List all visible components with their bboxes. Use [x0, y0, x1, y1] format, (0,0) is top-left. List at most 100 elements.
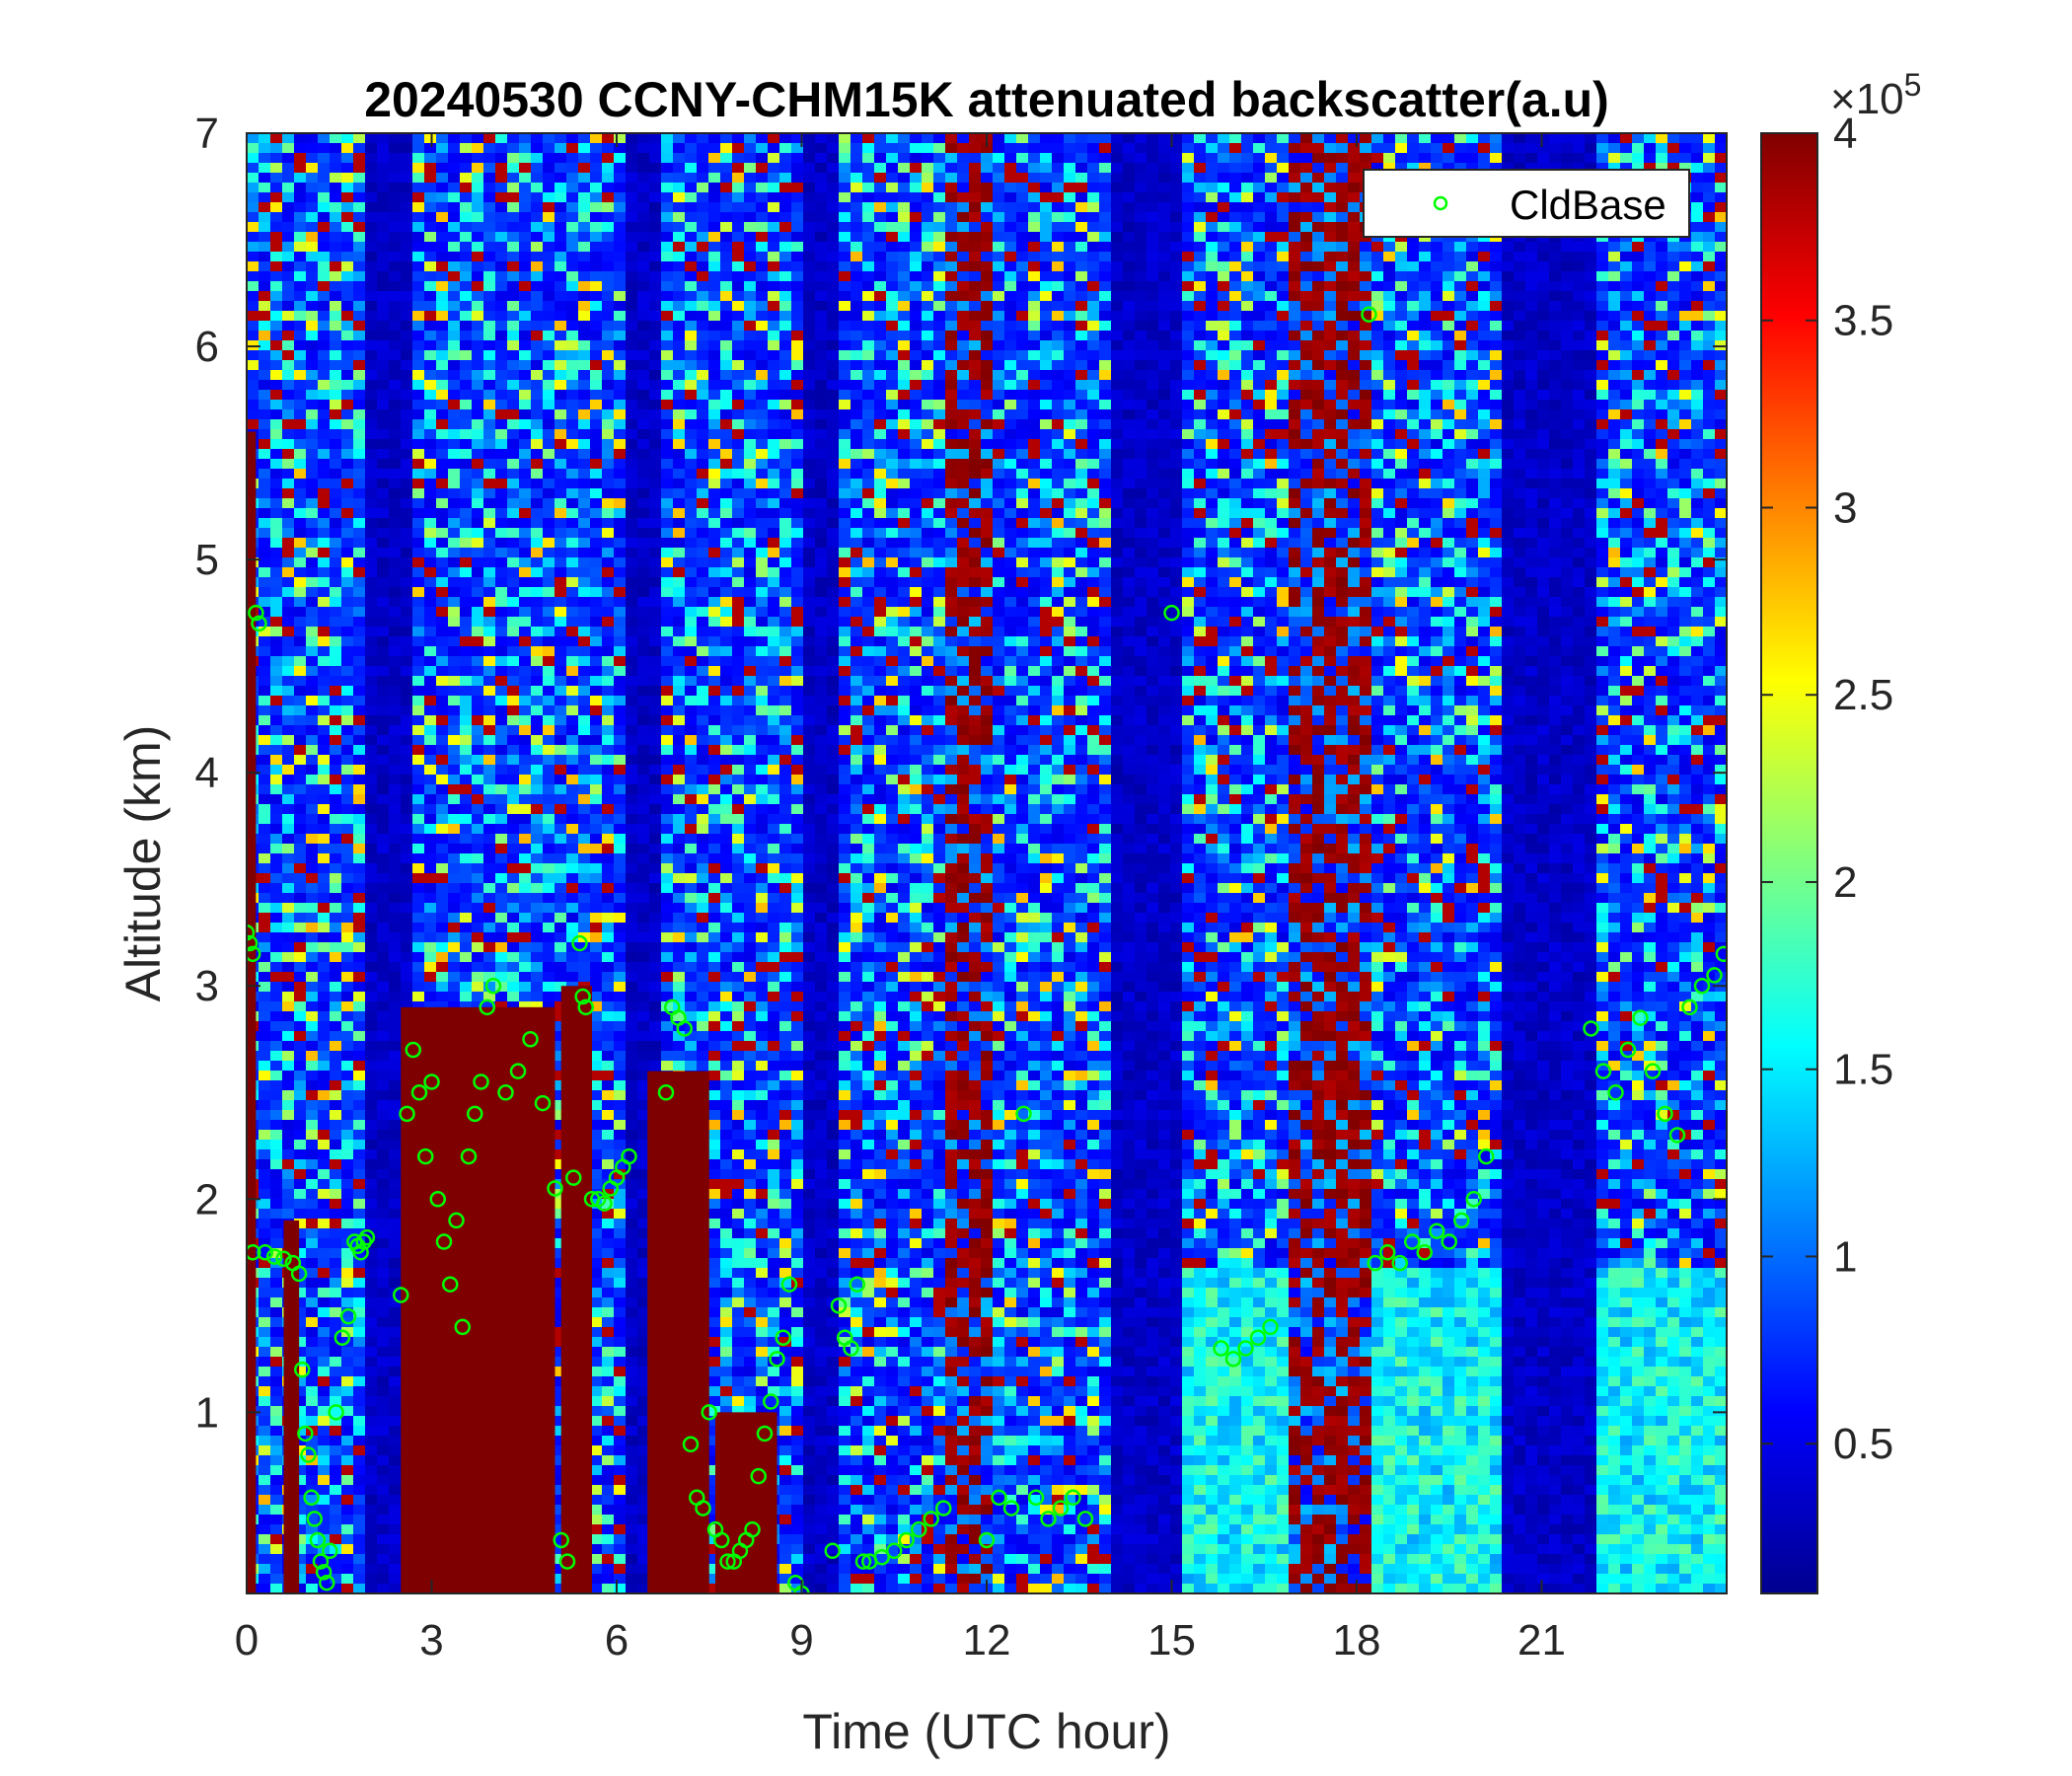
heatmap-cell	[365, 271, 377, 281]
heatmap-cell	[614, 1455, 626, 1465]
heatmap-cell	[637, 686, 649, 696]
heatmap-cell	[602, 1238, 614, 1248]
heatmap-cell	[590, 627, 602, 636]
heatmap-cell	[401, 715, 412, 725]
heatmap-cell	[401, 252, 412, 261]
heatmap-cell	[282, 518, 294, 528]
heatmap-cell	[566, 232, 578, 242]
heatmap-cell	[483, 222, 495, 232]
heatmap-cell	[495, 360, 507, 370]
heatmap-cell	[543, 932, 555, 942]
heatmap-cell	[590, 498, 602, 508]
heatmap-cell	[531, 163, 543, 173]
heatmap-cell	[483, 903, 495, 913]
heatmap-cell	[259, 1011, 270, 1021]
heatmap-cell	[637, 735, 649, 745]
heatmap-cell	[590, 814, 602, 824]
heatmap-cell	[353, 281, 365, 291]
heatmap-cell	[377, 400, 389, 409]
heatmap-cell	[614, 232, 626, 242]
heatmap-cell	[377, 1021, 389, 1031]
heatmap-cell	[318, 1080, 330, 1090]
heatmap-cell	[424, 143, 436, 153]
heatmap-cell	[412, 469, 424, 479]
heatmap-cell	[578, 439, 590, 449]
heatmap-cell	[412, 617, 424, 627]
heatmap-cell	[365, 1031, 377, 1041]
heatmap-cell	[247, 340, 259, 350]
heatmap-cell	[578, 725, 590, 735]
heatmap-cell	[543, 538, 555, 548]
heatmap-cell	[270, 291, 282, 301]
heatmap-cell	[270, 518, 282, 528]
heatmap-cell	[460, 735, 472, 745]
heatmap-cell	[377, 853, 389, 863]
heatmap-cell	[389, 1426, 401, 1436]
heatmap-cell	[270, 1386, 282, 1396]
heatmap-cell	[377, 498, 389, 508]
heatmap-cell	[637, 1120, 649, 1130]
heatmap-cell	[270, 735, 282, 745]
heatmap-cell	[495, 281, 507, 291]
heatmap-cell	[436, 923, 448, 932]
heatmap-cell	[460, 992, 472, 1001]
heatmap-cell	[318, 1011, 330, 1021]
heatmap-cell	[637, 587, 649, 597]
heatmap-cell	[377, 360, 389, 370]
heatmap-cell	[531, 745, 543, 755]
heatmap-cell	[555, 567, 566, 577]
heatmap-cell	[555, 528, 566, 538]
heatmap-cell	[341, 1475, 353, 1485]
heatmap-cell	[318, 577, 330, 587]
heatmap-cell	[483, 469, 495, 479]
heatmap-cell	[341, 350, 353, 360]
heatmap-cell	[495, 607, 507, 617]
heatmap-cell	[318, 271, 330, 281]
heatmap-cell	[318, 923, 330, 932]
heatmap-cell	[495, 696, 507, 705]
heatmap-cell	[637, 1189, 649, 1199]
heatmap-cell	[543, 479, 555, 488]
heatmap-cell	[590, 834, 602, 844]
heatmap-cell	[365, 232, 377, 242]
heatmap-cell	[294, 340, 306, 350]
heatmap-cell	[637, 962, 649, 972]
heatmap-cell	[436, 992, 448, 1001]
heatmap-cell	[306, 784, 318, 794]
heatmap-cell	[341, 479, 353, 488]
heatmap-cell	[270, 1495, 282, 1505]
heatmap-cell	[495, 794, 507, 804]
heatmap-cell	[259, 183, 270, 192]
heatmap-cell	[436, 212, 448, 222]
heatmap-cell	[460, 498, 472, 508]
heatmap-cell	[424, 567, 436, 577]
heatmap-cell	[389, 1031, 401, 1041]
heatmap-cell	[460, 765, 472, 775]
heatmap-cell	[531, 577, 543, 587]
heatmap-cell	[270, 1416, 282, 1426]
heatmap-cell	[507, 469, 519, 479]
heatmap-cell	[637, 1110, 649, 1120]
heatmap-cell	[483, 252, 495, 261]
heatmap-cell	[555, 646, 566, 656]
heatmap-cell	[614, 923, 626, 932]
heatmap-cell	[270, 1357, 282, 1367]
heatmap-cell	[578, 844, 590, 853]
heatmap-cell	[377, 419, 389, 429]
heatmap-cell	[448, 133, 460, 143]
heatmap-cell	[353, 932, 365, 942]
heatmap-cell	[294, 192, 306, 202]
heatmap-cell	[306, 419, 318, 429]
heatmap-cell	[259, 913, 270, 923]
heatmap-cell	[519, 301, 531, 311]
heatmap-cell	[472, 538, 483, 548]
heatmap-cell	[341, 1199, 353, 1209]
heatmap-cell	[626, 873, 637, 883]
heatmap-cell	[519, 173, 531, 183]
heatmap-cell	[637, 528, 649, 538]
heatmap-cell	[270, 1140, 282, 1149]
heatmap-cell	[637, 824, 649, 834]
heatmap-cell	[259, 232, 270, 242]
heatmap-cell	[578, 271, 590, 281]
heatmap-cell	[401, 755, 412, 765]
